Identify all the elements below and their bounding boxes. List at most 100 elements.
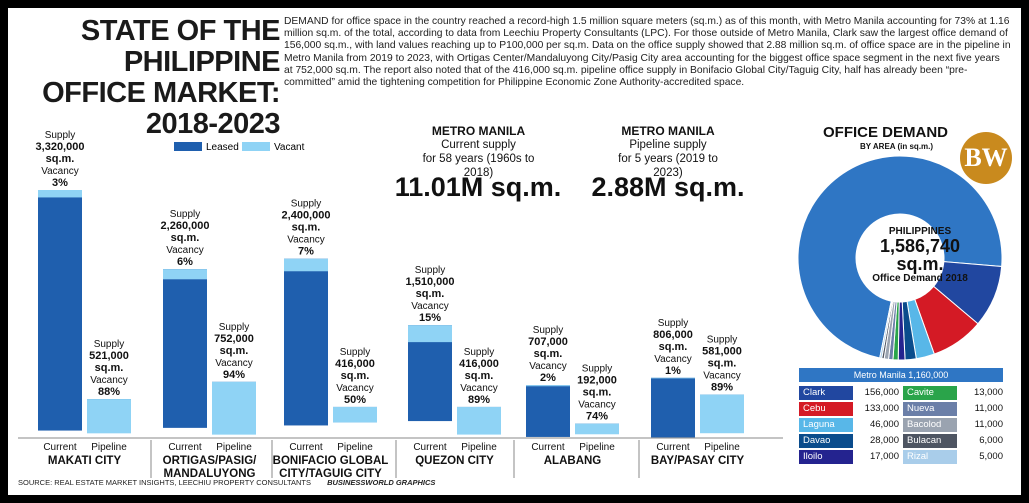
vacancy-label: Vacancy [215, 358, 253, 369]
vacancy-value: 94% [223, 369, 245, 381]
region-cell: Iloilo 17,000 [799, 449, 903, 465]
bar-leased [526, 385, 570, 437]
bar-vacant [700, 394, 744, 434]
infographic-title: STATE OF THE PHILIPPINE OFFICE MARKET: 2… [42, 15, 280, 140]
bar-tick-label: Pipeline [579, 442, 615, 453]
legend-vacant-swatch [242, 142, 270, 151]
region-cell: Cebu 133,000 [799, 401, 903, 417]
vacancy-label: Vacancy [703, 371, 741, 382]
legend-leased-label: Leased [206, 142, 239, 153]
donut-center-unit: sq.m. [896, 254, 944, 274]
group-name: ORTIGAS/PASIG/ [163, 455, 258, 467]
bar-vacant [651, 377, 695, 379]
bar-vacant [575, 423, 619, 435]
vacancy-label: Vacancy [287, 235, 325, 246]
group-name: MAKATI CITY [48, 455, 122, 467]
region-name: Davao [799, 434, 853, 448]
region-value: 46,000 [869, 419, 899, 430]
metro-current-value-wrap: 11.01M sq.m. [363, 170, 593, 203]
office-demand-subtitle: BY AREA (in sq.m.) [860, 142, 934, 151]
intro-paragraph: DEMAND for office space in the country r… [284, 16, 1011, 89]
region-row: Davao 28,000 Bulacan 6,000 [799, 433, 1007, 449]
supply-label: Supply [45, 130, 76, 141]
supply-value: 521,000 [89, 350, 129, 362]
vacancy-label: Vacancy [90, 375, 128, 386]
vacancy-value: 6% [177, 256, 193, 268]
source-text: SOURCE: REAL ESTATE MARKET INSIGHTS, LEE… [18, 478, 311, 487]
supply-value: 1,510,000 [406, 276, 455, 288]
vacancy-label: Vacancy [41, 166, 79, 177]
vacancy-value: 74% [586, 411, 608, 423]
supply-label: Supply [582, 364, 613, 375]
supply-unit: sq.m. [583, 387, 612, 399]
bar-tick-label: Current [531, 442, 565, 453]
bar-leased [284, 258, 328, 426]
supply-value: 581,000 [702, 346, 742, 358]
supply-value: 707,000 [528, 336, 568, 348]
region-name: Cavite [903, 386, 957, 400]
region-row: Cebu 133,000 Nueva Ecija 11,000 [799, 401, 1007, 428]
vacancy-label: Vacancy [578, 400, 616, 411]
region-cell: Rizal 5,000 [903, 449, 1007, 465]
region-value: 28,000 [869, 435, 899, 446]
vacancy-value: 89% [468, 394, 490, 406]
vacancy-value: 50% [344, 394, 366, 406]
supply-unit: sq.m. [46, 153, 75, 165]
region-value: 13,000 [973, 387, 1003, 398]
region-cell: Davao 28,000 [799, 433, 903, 449]
chart-legend: Leased Vacant [174, 142, 305, 153]
bar-tick-label: Current [413, 442, 447, 453]
businessworld-logo: BW [960, 132, 1012, 184]
metro-pipeline-value-wrap: 2.88M sq.m. [563, 170, 773, 203]
region-name: Cebu [799, 402, 853, 416]
region-name: Bulacan [903, 434, 957, 448]
region-value: 133,000 [864, 403, 899, 414]
bar-vacant [284, 258, 328, 272]
bar-tick-label: Pipeline [337, 442, 373, 453]
group-name: CITY/TAGUIG CITY [279, 468, 382, 478]
vacancy-value: 15% [419, 312, 441, 324]
metro-current-value: 11.01M sq.m. [394, 172, 562, 202]
donut-slice [879, 300, 893, 359]
graphics-credit: BUSINESSWORLD GRAPHICS [327, 478, 436, 487]
supply-label: Supply [658, 318, 689, 329]
bar-vacant [526, 385, 570, 387]
supply-value: 2,260,000 [161, 220, 210, 232]
region-row: Laguna 46,000 Bacolod 11,000 [799, 417, 1007, 433]
vacancy-label: Vacancy [460, 383, 498, 394]
region-demand-table: Clark 156,000 Cavite 13,000 Cebu 133,000 Nueva… [799, 385, 1007, 465]
region-value: 17,000 [869, 451, 899, 462]
source-note: SOURCE: REAL ESTATE MARKET INSIGHTS, LEE… [18, 478, 435, 487]
metro-current-block: METRO MANILA Current supply for 58 years… [416, 124, 541, 180]
vacancy-label: Vacancy [166, 245, 204, 256]
bar-vacant [87, 399, 131, 434]
supply-unit: sq.m. [220, 345, 249, 357]
bar-vacant [38, 190, 82, 198]
donut-center-value: 1,586,740 [879, 236, 961, 256]
legend-vacant-label: Vacant [274, 142, 305, 153]
bar-vacant [333, 406, 377, 423]
region-value: 6,000 [979, 435, 1003, 446]
metro-pipeline-line2: for 5 years (2019 to 2023) [618, 153, 718, 179]
vacancy-label: Vacancy [654, 354, 692, 365]
region-value: 5,000 [979, 451, 1003, 462]
supply-label: Supply [464, 347, 495, 358]
vacancy-value: 88% [98, 386, 120, 398]
bar-vacant [457, 406, 501, 435]
supply-label: Supply [340, 347, 371, 358]
bar-vacant [212, 381, 256, 435]
supply-unit: sq.m. [465, 370, 494, 382]
bar-tick-label: Current [43, 442, 77, 453]
metro-pipeline-heading: METRO MANILA [621, 124, 715, 138]
supply-unit: sq.m. [534, 348, 563, 360]
donut-center-country: PHILIPPINES [888, 226, 952, 237]
donut-center-caption: Office Demand 2018 [872, 273, 968, 284]
supply-label: Supply [219, 322, 250, 333]
region-name: Iloilo [799, 450, 853, 464]
bar-tick-label: Pipeline [704, 442, 740, 453]
bar-tick-label: Current [656, 442, 690, 453]
supply-bar-chart: Leased Vacant 3%Vacancysq.m.3,320,000Sup… [18, 130, 783, 478]
supply-label: Supply [170, 209, 201, 220]
supply-value: 3,320,000 [36, 141, 85, 153]
supply-unit: sq.m. [292, 222, 321, 234]
